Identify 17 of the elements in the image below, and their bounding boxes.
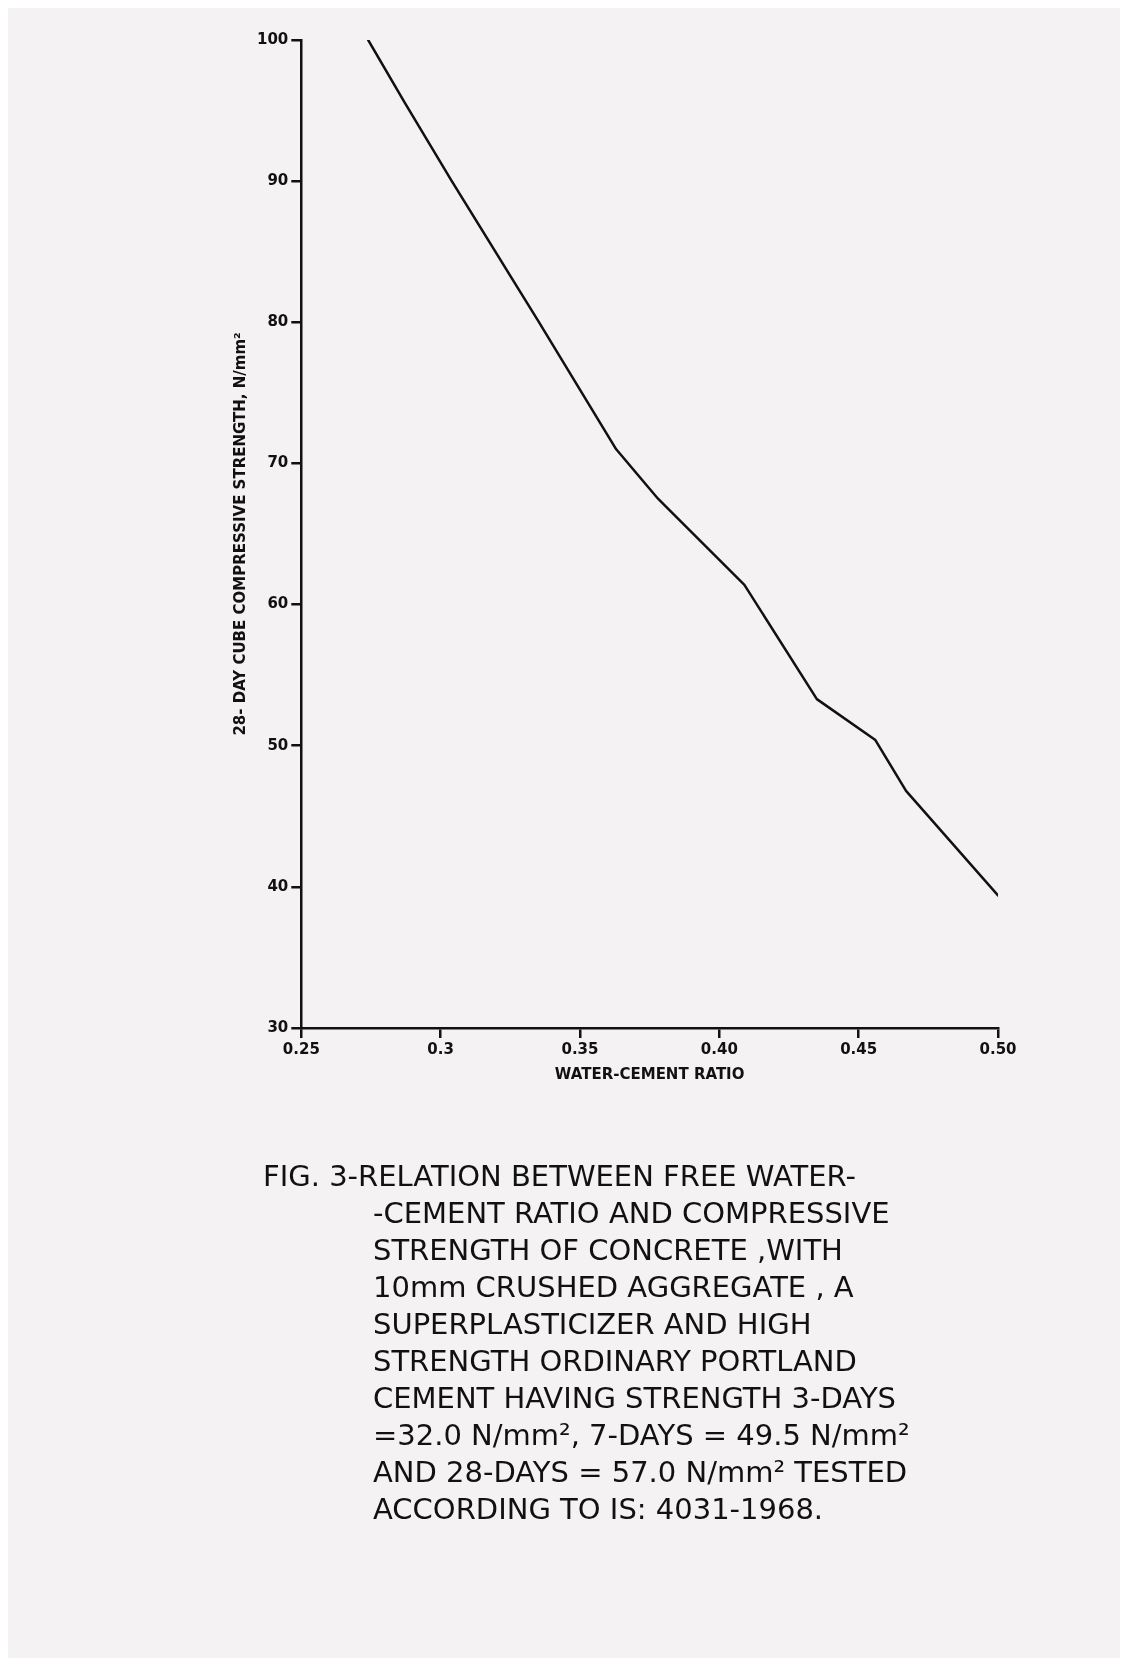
y-tick-label: 50 [267, 735, 289, 754]
y-tick-label: 90 [267, 171, 289, 190]
y-tick-label: 80 [267, 312, 289, 331]
y-tick-label: 70 [267, 453, 289, 472]
y-tick-label: 100 [257, 29, 289, 48]
x-tick-label: 0.25 [282, 1039, 320, 1058]
y-tick-label: 30 [267, 1017, 289, 1036]
x-tick-label: 0.45 [840, 1039, 878, 1058]
text: FIG. 3-RELATION BETWEEN FREE WATER- -CEMENT RATIO AND COMPRESSIVE STRENGTH OF CONCRETE ,WITH 10mm CRUSHED AGGREGATE , A SUPERPLASTICIZER AND HIGH STRENGTH ORDINARY PORTLAND CEMENT HAVING STRENGTH 3-DAYS =32.0 N/mm², 7-DAYS = 49.5 N/mm² AND 28-DAYS = 57.0 N/mm² TESTED ACCORDING TO IS: 4031-1968. [263, 1159, 910, 1526]
x-tick-label: 0.50 [979, 1039, 1017, 1058]
x-tick-label: 0.3 [427, 1039, 454, 1058]
x-tick-label: 0.35 [561, 1039, 599, 1058]
y-tick-label: 60 [267, 594, 289, 613]
x-axis-title: WATER-CEMENT RATIO [554, 1064, 745, 1083]
y-tick-label: 40 [267, 876, 289, 895]
x-tick-label: 0.40 [700, 1039, 738, 1058]
y-axis-title: 28- DAY CUBE COMPRESSIVE STRENGTH, N/mm² [230, 332, 249, 736]
